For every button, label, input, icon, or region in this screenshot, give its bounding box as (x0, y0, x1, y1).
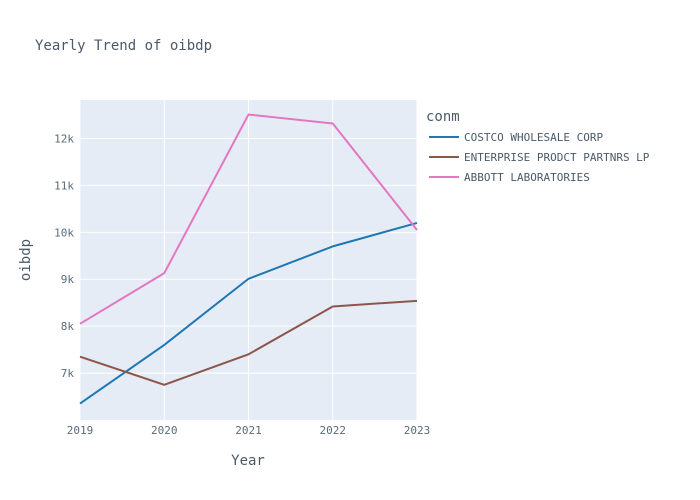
legend-title: conm (426, 109, 460, 125)
x-axis-title: Year (231, 453, 265, 469)
x-tick-label: 2019 (67, 424, 94, 437)
y-tick-label: 7k (61, 367, 75, 380)
y-tick-label: 12k (54, 132, 74, 145)
legend-label: ABBOTT LABORATORIES (464, 171, 590, 184)
y-tick-label: 11k (54, 179, 74, 192)
x-tick-label: 2022 (320, 424, 347, 437)
y-tick-label: 9k (61, 273, 75, 286)
series-lines (79, 113, 418, 405)
legend-label: ENTERPRISE PRODCT PARTNRS LP (464, 151, 650, 164)
y-axis-title: oibdp (18, 239, 34, 281)
legend: conm COSTCO WHOLESALE CORP ENTERPRISE PRO… (426, 109, 650, 184)
series-line (79, 299, 418, 386)
x-axis-ticks: 2019 2020 2021 2022 2023 (67, 424, 431, 437)
y-axis-ticks: 7k 8k 9k 10k 11k 12k (54, 132, 74, 380)
x-tick-label: 2021 (235, 424, 262, 437)
series-line (79, 221, 418, 405)
y-tick-label: 8k (61, 320, 75, 333)
chart-title: Yearly Trend of oibdp (35, 38, 212, 54)
series-line (79, 113, 418, 325)
y-tick-label: 10k (54, 226, 74, 239)
legend-label: COSTCO WHOLESALE CORP (464, 131, 603, 144)
x-tick-label: 2020 (151, 424, 178, 437)
x-tick-label: 2023 (404, 424, 431, 437)
